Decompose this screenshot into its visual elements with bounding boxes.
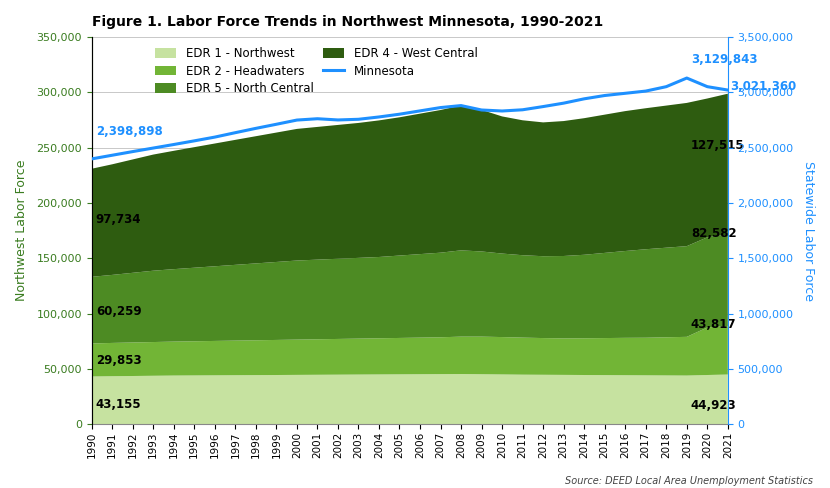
- Text: 29,853: 29,853: [95, 354, 141, 366]
- Text: 82,582: 82,582: [691, 227, 736, 241]
- Minnesota: [292, 117, 302, 123]
- Text: 3,021,360: 3,021,360: [730, 81, 796, 93]
- Minnesota: [518, 107, 528, 113]
- Minnesota: [333, 117, 343, 123]
- Minnesota: [210, 134, 220, 140]
- Text: 97,734: 97,734: [95, 213, 141, 226]
- Text: Figure 1. Labor Force Trends in Northwest Minnesota, 1990-2021: Figure 1. Labor Force Trends in Northwes…: [91, 15, 603, 29]
- Text: Source: DEED Local Area Unemployment Statistics: Source: DEED Local Area Unemployment Sta…: [565, 476, 813, 486]
- Minnesota: [374, 114, 384, 120]
- Minnesota: [107, 152, 117, 158]
- Minnesota: [538, 103, 548, 109]
- Minnesota: [168, 142, 178, 147]
- Minnesota: [476, 107, 486, 113]
- Legend: EDR 1 - Northwest, EDR 2 - Headwaters, EDR 5 - North Central, EDR 4 - West Centr: EDR 1 - Northwest, EDR 2 - Headwaters, E…: [155, 47, 477, 95]
- Text: 43,817: 43,817: [691, 318, 736, 331]
- Minnesota: [620, 90, 630, 96]
- Minnesota: [149, 145, 159, 151]
- Minnesota: [723, 87, 733, 93]
- Minnesota: [189, 138, 199, 144]
- Minnesota: [86, 156, 96, 162]
- Minnesota: [600, 93, 610, 99]
- Minnesota: [579, 96, 589, 102]
- Minnesota: [354, 116, 364, 122]
- Y-axis label: Northwest Labor Force: Northwest Labor Force: [15, 160, 28, 302]
- Minnesota: [702, 84, 712, 90]
- Minnesota: [681, 75, 691, 81]
- Minnesota: [456, 102, 466, 108]
- Minnesota: [497, 108, 507, 114]
- Text: 60,259: 60,259: [95, 305, 141, 318]
- Text: 127,515: 127,515: [691, 139, 745, 152]
- Minnesota: [128, 149, 138, 155]
- Text: 2,398,898: 2,398,898: [95, 124, 163, 138]
- Minnesota: [312, 116, 322, 122]
- Text: 3,129,843: 3,129,843: [691, 53, 758, 66]
- Minnesota: [415, 108, 425, 114]
- Minnesota: [662, 84, 671, 90]
- Text: 43,155: 43,155: [95, 398, 141, 411]
- Minnesota: [559, 100, 569, 106]
- Text: 44,923: 44,923: [691, 399, 736, 412]
- Minnesota: [271, 122, 281, 127]
- Minnesota: [251, 125, 261, 131]
- Minnesota: [641, 88, 651, 94]
- Y-axis label: Statewide Labor Force: Statewide Labor Force: [802, 161, 815, 301]
- Minnesota: [231, 130, 241, 136]
- Line: Minnesota: Minnesota: [91, 78, 728, 159]
- Minnesota: [436, 104, 446, 110]
- Minnesota: [394, 111, 404, 117]
